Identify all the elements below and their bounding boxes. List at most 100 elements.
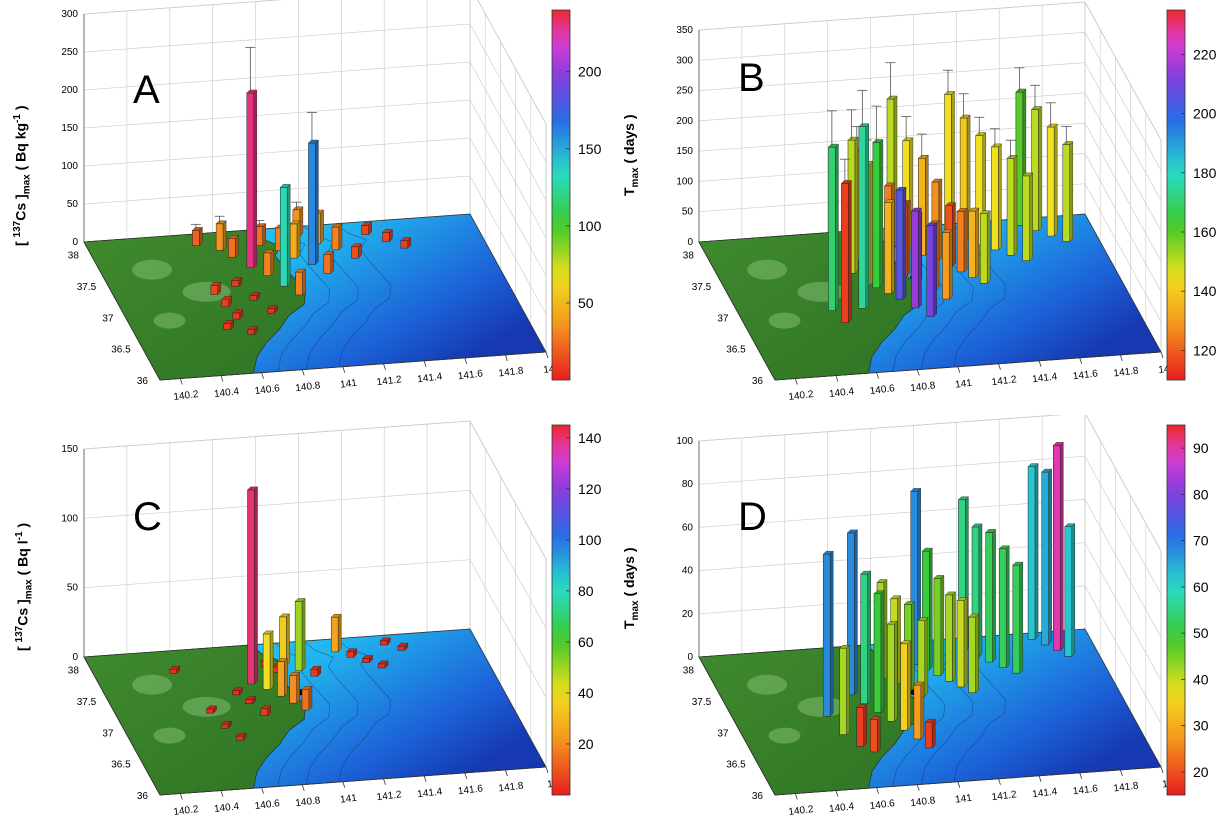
bar-face [1012,564,1021,674]
x-tick [179,378,183,385]
bar [289,671,301,704]
bar-side [262,223,266,247]
x-tick-label: 141.4 [417,371,444,385]
bar-face [215,223,224,251]
x-tick-label: 141.8 [498,780,525,794]
bar-face [221,298,230,308]
bar [294,598,306,672]
grid-line-z [698,415,1162,552]
bar-side [933,222,937,318]
bar-face [870,719,878,753]
bar [989,128,1002,251]
bar-face [1053,445,1061,651]
bar-top [245,696,257,700]
bar-top [235,732,247,737]
bar-side [308,685,313,711]
x-tick-label: 140.6 [869,383,896,397]
bar [245,46,258,269]
bar-face [260,708,268,716]
bar-face [998,548,1007,668]
bar-side [302,268,306,296]
colorbar-tick-label: 120 [578,481,602,497]
terrain-highland [153,727,186,744]
bar-side [879,139,884,289]
bar-top [869,716,881,720]
bar-face [279,616,287,666]
bar-side [963,207,968,273]
bar-side [1071,523,1075,657]
bar-side [269,630,274,690]
bar-side [929,547,933,671]
bar [1064,523,1076,657]
bar-top [890,595,902,600]
x-tick-label: 141.8 [1113,780,1140,794]
bar-top [971,523,983,528]
bar-top [301,686,313,690]
bar-top [295,268,307,273]
bar-face [192,230,200,246]
bar-face [856,707,864,747]
bar-top [220,721,232,725]
x-tick-label: 140.4 [829,801,856,815]
x-tick-label: 141.6 [457,368,484,382]
x-tick-label: 140.4 [214,386,241,400]
y-tick-label: 36.5 [111,760,131,771]
bar [924,718,936,749]
bar-face [331,226,340,251]
colorbar-bar [551,9,571,381]
bar [985,528,997,663]
bar-top [231,687,243,691]
x-tick [504,354,508,362]
x-tick-label: 140.2 [788,804,815,818]
bar-top [959,114,971,119]
colorbar-tick-label: 70 [1193,533,1209,549]
bar-top [860,570,872,575]
bar-side [987,210,991,284]
z-tick-label: 350 [676,25,693,36]
colorbar-tick-label: 40 [578,685,594,701]
x-tick-label: 141.4 [1032,371,1059,385]
bar-side [1048,468,1052,646]
y-axis-line [83,656,161,796]
bar-side [883,579,888,681]
y-axis-label-b: Tmax ( days ) [621,114,641,196]
bar-side [992,528,996,663]
y-tick-label: 36 [137,791,149,802]
bar-face [968,616,976,693]
y-axis-label-c: [ 137Cs ]max ( Bq l-1 ) [14,522,35,651]
terrain-highland [797,696,846,717]
x-axis-line [159,766,547,796]
bar-top [886,620,898,625]
bar-side [924,617,929,697]
bar-face [924,721,933,749]
z-tick-label: 0 [687,652,693,663]
bar [826,110,839,312]
bar [900,640,912,731]
bar-side [867,570,871,705]
bar [968,613,980,694]
bar [362,655,373,664]
y-tick-label: 37 [717,313,729,324]
bar-top [1012,561,1024,566]
bar-side [235,234,239,258]
colorbar-bar [1166,9,1186,381]
bar-top [276,658,288,662]
bar-face [860,573,868,704]
bar [1022,172,1034,262]
bar-side [940,574,945,677]
z-tick-label: 20 [682,609,694,620]
bar-top [840,180,852,184]
bar [220,720,232,729]
bar-face [220,723,229,729]
bar-top [979,210,991,214]
bar-face [262,633,271,690]
z-tick-label: 200 [676,116,693,127]
bar-side [1019,561,1023,674]
bar-top [933,575,945,579]
bar-top [377,660,389,665]
bar-top [262,630,274,635]
bar-face [235,735,244,741]
bar [247,326,258,335]
bar-face [377,663,386,669]
x-tick-label: 141.2 [376,374,403,388]
